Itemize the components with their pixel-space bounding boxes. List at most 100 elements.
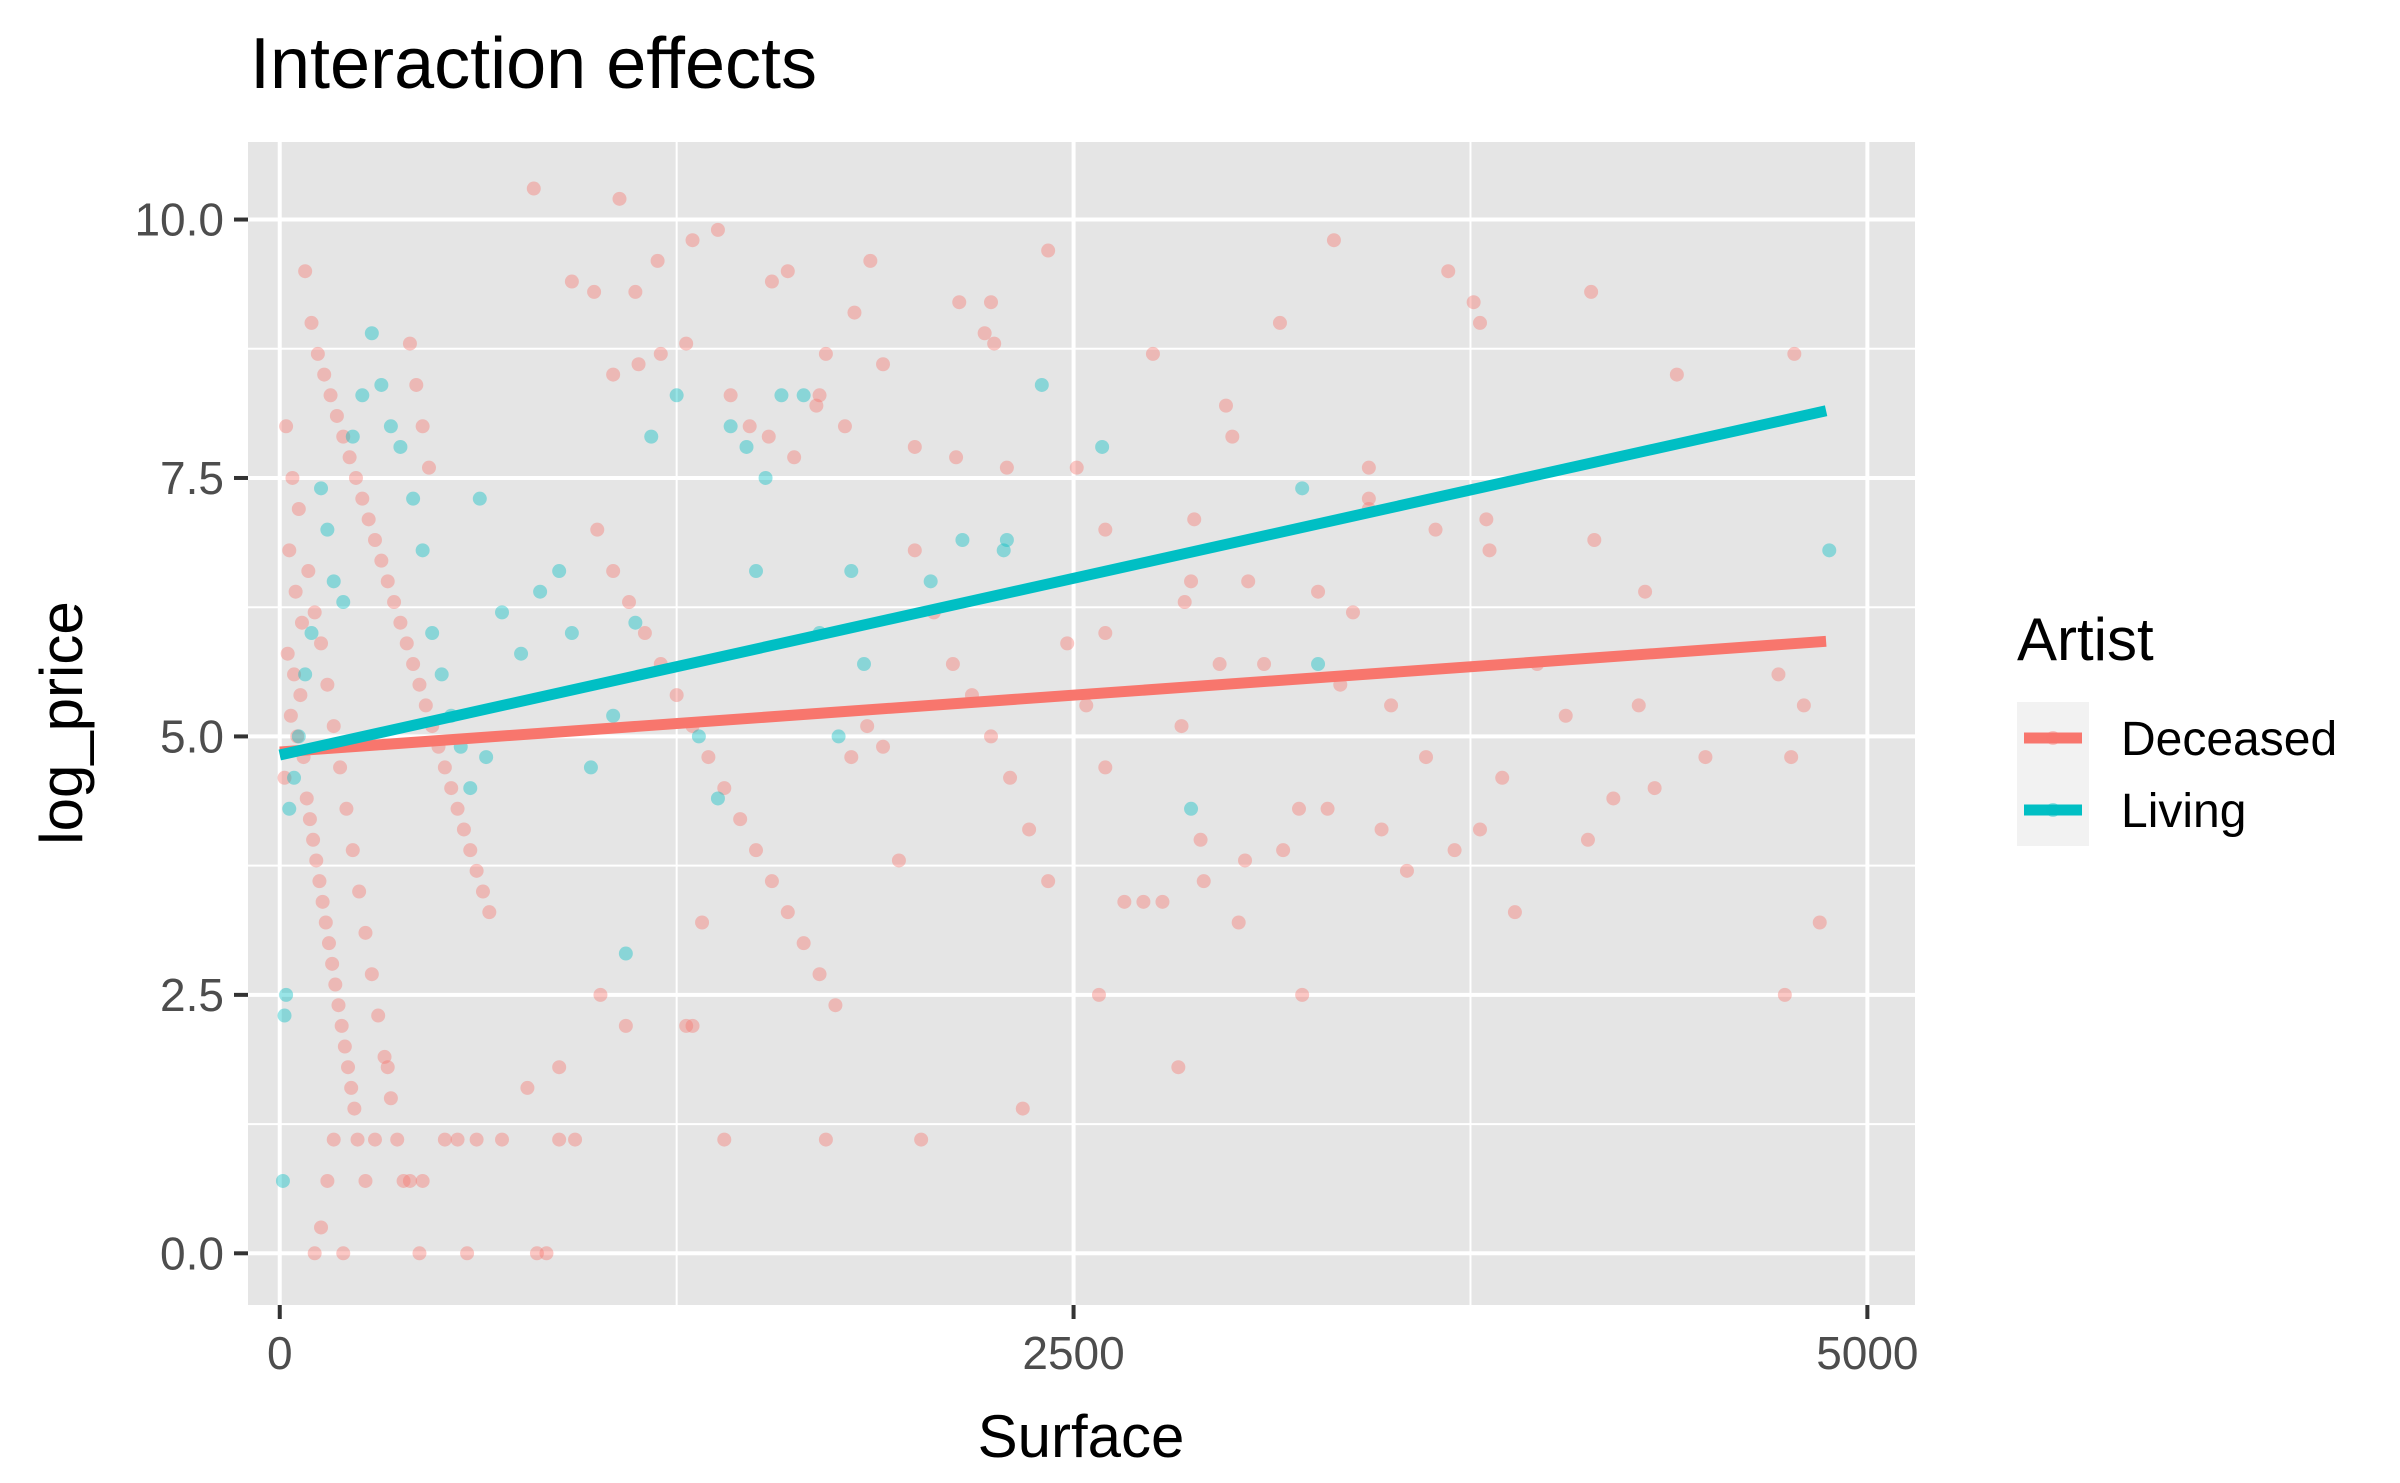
living-point (495, 605, 510, 620)
living-point (999, 533, 1014, 548)
deceased-point (1098, 626, 1113, 641)
deceased-point (761, 429, 776, 444)
living-point (552, 564, 567, 579)
deceased-point (320, 1173, 335, 1188)
deceased-point (1784, 750, 1799, 765)
legend-label-deceased: Deceased (2121, 713, 2337, 766)
deceased-point (334, 1018, 349, 1033)
deceased-point (1787, 346, 1802, 361)
deceased-point (402, 1173, 417, 1188)
y-tick-label: 2.5 (160, 969, 224, 1021)
deceased-point (306, 832, 321, 847)
deceased-point (294, 615, 309, 630)
living-point (1822, 543, 1837, 558)
deceased-point (612, 191, 627, 206)
deceased-point (399, 636, 414, 651)
living-point (374, 377, 389, 392)
x-tick-label: 2500 (1022, 1327, 1124, 1379)
deceased-point (860, 719, 875, 734)
deceased-point (339, 801, 354, 816)
deceased-point (328, 977, 343, 992)
legend-key-deceased-point (2046, 731, 2060, 745)
deceased-point (1419, 750, 1434, 765)
living-point (955, 533, 970, 548)
living-point (723, 419, 738, 434)
living-point (425, 626, 440, 641)
living-point (758, 470, 773, 485)
deceased-point (1184, 574, 1199, 589)
deceased-point (984, 729, 999, 744)
deceased-point (279, 419, 294, 434)
deceased-point (1374, 822, 1389, 837)
deceased-point (1272, 315, 1287, 330)
living-point (277, 1008, 292, 1023)
deceased-point (469, 1132, 484, 1147)
deceased-point (742, 419, 757, 434)
living-point (1184, 801, 1199, 816)
deceased-point (907, 543, 922, 558)
deceased-point (310, 346, 325, 361)
deceased-point (701, 750, 716, 765)
deceased-point (945, 657, 960, 672)
legend-label-living: Living (2121, 785, 2246, 838)
deceased-point (520, 1080, 535, 1095)
legend-key-living-point (2046, 803, 2060, 817)
deceased-point (606, 564, 621, 579)
deceased-point (307, 1246, 322, 1261)
deceased-point (291, 501, 306, 516)
deceased-point (396, 1173, 411, 1188)
deceased-point (1015, 1101, 1030, 1116)
deceased-point (984, 295, 999, 310)
deceased-point (406, 657, 421, 672)
deceased-point (314, 1220, 329, 1235)
deceased-point (317, 367, 332, 382)
deceased-point (1218, 398, 1233, 413)
deceased-point (695, 915, 710, 930)
y-tick-label: 7.5 (160, 452, 224, 504)
deceased-point (828, 998, 843, 1013)
deceased-point (1638, 584, 1653, 599)
deceased-point (421, 460, 436, 475)
deceased-point (1187, 512, 1202, 527)
deceased-point (1584, 284, 1599, 299)
deceased-point (307, 605, 322, 620)
deceased-point (315, 894, 330, 909)
deceased-point (1225, 429, 1240, 444)
deceased-point (907, 439, 922, 454)
deceased-point (717, 781, 732, 796)
deceased-point (568, 1132, 583, 1147)
living-point (393, 439, 408, 454)
living-point (472, 491, 487, 506)
living-point (514, 646, 529, 661)
living-point (796, 388, 811, 403)
deceased-point (1647, 781, 1662, 796)
deceased-point (1580, 832, 1595, 847)
deceased-point (450, 801, 465, 816)
deceased-point (1171, 1060, 1186, 1075)
deceased-point (1311, 584, 1326, 599)
deceased-point (1812, 915, 1827, 930)
deceased-point (280, 646, 295, 661)
deceased-point (749, 843, 764, 858)
living-point (739, 439, 754, 454)
deceased-point (444, 781, 459, 796)
living-point (355, 388, 370, 403)
deceased-point (415, 419, 430, 434)
deceased-point (331, 998, 346, 1013)
deceased-point (1117, 894, 1132, 909)
deceased-point (333, 760, 348, 775)
deceased-point (787, 450, 802, 465)
deceased-point (1155, 894, 1170, 909)
deceased-point (1345, 605, 1360, 620)
fit-lines (278, 405, 1828, 761)
living-point (564, 626, 579, 641)
deceased-point (844, 750, 859, 765)
deceased-point (282, 543, 297, 558)
living-point (291, 729, 306, 744)
deceased-point (383, 1091, 398, 1106)
deceased-point (679, 336, 694, 351)
deceased-point (1276, 843, 1291, 858)
deceased-point (352, 884, 367, 899)
deceased-point (288, 584, 303, 599)
deceased-point (344, 1080, 359, 1095)
